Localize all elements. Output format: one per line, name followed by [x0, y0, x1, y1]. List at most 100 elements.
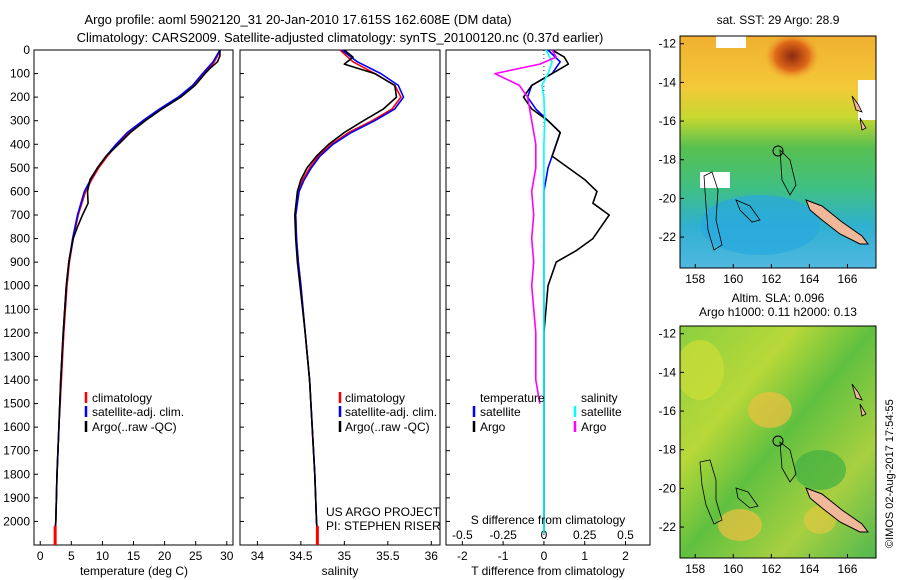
lat-tick-label: -16: [659, 114, 677, 128]
lon-tick-label: 166: [837, 562, 857, 576]
sst-nodata: [716, 36, 746, 48]
legend-sal-satellite-label: satellite: [581, 405, 622, 419]
series-line-sat_salinity: [541, 49, 553, 534]
figure-title-line1: Argo profile: aoml 5902120_31 20-Jan-201…: [84, 12, 511, 27]
x-tick-label: -1: [498, 549, 509, 563]
depth-tick-label: 300: [10, 114, 30, 128]
sla-coastline: [735, 487, 759, 509]
x-tick-label: 0: [541, 549, 548, 563]
sla-map-title-2: Argo h1000: 0.11 h2000: 0.13: [699, 305, 857, 319]
series-line-argo: [54, 50, 221, 534]
legend-temp-argo-label: Argo: [480, 420, 506, 434]
t-difference-axis-label: T difference from climatology: [471, 564, 625, 578]
series-line-climatology: [294, 49, 402, 534]
depth-tick-label: 1900: [3, 491, 30, 505]
depth-tick-label: 800: [10, 232, 30, 246]
depth-tick-label: 900: [10, 255, 30, 269]
difference-panel: [445, 49, 651, 546]
difference-legend: temperature satellite Argo salinity sate…: [472, 391, 622, 434]
figure-title-line2: Climatology: CARS2009. Satellite-adjuste…: [77, 30, 604, 45]
salinity-plot: 34 34.5 35 35.5 36: [251, 49, 438, 563]
depth-tick-label: 1700: [3, 444, 30, 458]
x-tick-label: 35.5: [376, 549, 400, 563]
sla-high-patch: [680, 340, 724, 400]
lat-tick-label: -18: [659, 153, 677, 167]
depth-tick-label: 400: [10, 137, 30, 151]
lon-tick-label: 164: [799, 272, 819, 286]
salinity-axis-label: salinity: [322, 564, 359, 578]
x-tick-label: 5: [68, 549, 75, 563]
legend-argo-label: Argo(..raw -QC): [345, 420, 430, 434]
x-tick-label: -2: [457, 549, 468, 563]
series-line-argo_salinity: [494, 49, 558, 404]
x-tick-label: 35: [338, 549, 352, 563]
sst-coastline: [703, 171, 723, 251]
depth-tick-label: 1200: [3, 326, 30, 340]
lon-tick-label: 162: [761, 272, 781, 286]
x2-tick-label: 0: [541, 528, 548, 542]
series-line-satellite: [294, 49, 405, 534]
x-tick-label: 30: [220, 549, 234, 563]
difference-plot: -2 -1 0 1 2 -0.5 -0.25 0 0.25 0.5: [452, 49, 634, 563]
depth-axis: 0 100 200 300 400 500 600 700 800 900 1000 1100 1200…: [3, 43, 450, 528]
x-tick-label: 34: [251, 549, 265, 563]
pi-credit: PI: STEPHEN RISER: [326, 519, 441, 533]
legend-satellite-label: satellite-adj. clim.: [345, 405, 437, 419]
lon-tick-label: 160: [723, 562, 743, 576]
depth-tick-label: 600: [10, 184, 30, 198]
temperature-panel: [33, 49, 234, 546]
depth-tick-label: 0: [23, 43, 30, 57]
new-caledonia-sst: [805, 199, 869, 245]
imos-footer: ©IMOS 02-Aug-2017 17:54:55: [884, 399, 896, 548]
sst-cool-patch: [700, 195, 820, 255]
series-line-argo: [293, 49, 398, 534]
x-tick-label: 34.5: [289, 549, 313, 563]
vanuatu-sla: [851, 383, 867, 417]
lat-tick-label: -14: [659, 365, 677, 379]
sst-warm-patch: [764, 36, 820, 80]
depth-tick-label: 1100: [4, 302, 30, 316]
x-tick-label: 20: [158, 549, 172, 563]
x2-tick-label: 0.25: [573, 528, 597, 542]
x-tick-label: 2: [622, 549, 629, 563]
legend-temp-satellite-label: satellite: [480, 405, 521, 419]
lat-tick-label: -18: [659, 443, 677, 457]
float-marker-sla: [772, 435, 784, 447]
x-tick-label: 25: [189, 549, 203, 563]
lat-tick-label: -16: [659, 404, 677, 418]
sla-high-patch: [718, 509, 762, 541]
lat-tick-label: -20: [659, 191, 677, 205]
sla-high-patch: [748, 392, 792, 428]
salinity-panel: [239, 49, 441, 546]
legend-sal-argo-label: Argo: [581, 420, 607, 434]
lat-tick-label: -22: [659, 520, 677, 534]
lat-tick-label: -12: [659, 37, 677, 51]
lat-tick-label: -22: [659, 230, 677, 244]
lon-tick-label: 160: [723, 272, 743, 286]
lon-tick-label: 158: [685, 562, 705, 576]
sla-map-frame: [679, 325, 877, 559]
salinity-legend: climatology satellite-adj. clim. Argo(..…: [338, 391, 437, 434]
float-marker-sst: [772, 145, 784, 157]
x2-tick-label: -0.25: [489, 528, 517, 542]
x-tick-label: 1: [581, 549, 588, 563]
sst-coastline: [779, 148, 797, 196]
depth-tick-label: 700: [10, 208, 30, 222]
depth-tick-label: 1000: [3, 279, 30, 293]
sla-coastline: [699, 459, 723, 525]
new-caledonia-sla: [805, 487, 869, 533]
x-tick-label: 15: [127, 549, 141, 563]
sst-nodata: [858, 80, 876, 120]
s-difference-axis-label: S difference from climatology: [471, 513, 626, 527]
sst-map-title: sat. SST: 29 Argo: 28.9: [717, 13, 840, 27]
vanuatu-sst: [851, 95, 867, 131]
lon-tick-label: 162: [761, 562, 781, 576]
legend-satellite-label: satellite-adj. clim.: [92, 405, 184, 419]
lon-tick-label: 158: [685, 272, 705, 286]
legend-argo-label: Argo(..raw -QC): [92, 420, 177, 434]
map-axes: -12 -14 -16 -18 -20 -22 158 160 162 164 166 -12 -14 -…: [659, 37, 858, 576]
sla-map-title-1: Altim. SLA: 0.096: [732, 291, 825, 305]
sla-low-patch: [794, 450, 846, 490]
x2-tick-label: 0.5: [617, 528, 634, 542]
